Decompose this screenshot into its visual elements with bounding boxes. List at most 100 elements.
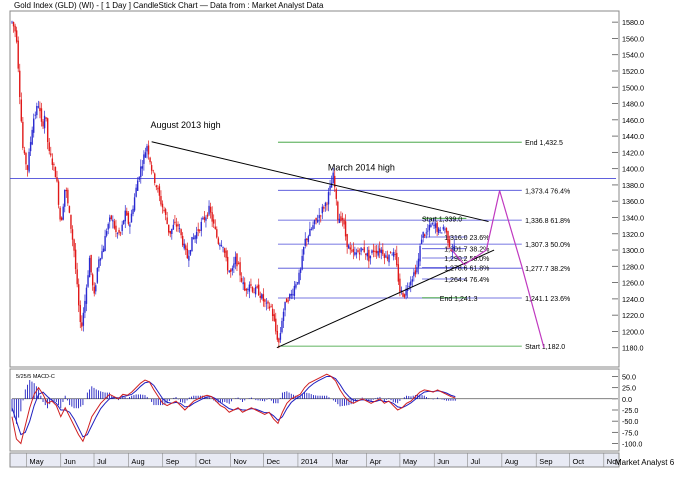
candle-body — [57, 181, 60, 205]
candle-body — [113, 221, 116, 229]
trendlines — [151, 141, 495, 349]
candle-body — [51, 158, 54, 165]
candle-body — [228, 270, 230, 273]
candle-body — [402, 292, 404, 297]
fib-level-label-9: 1,301.7 38.2% — [444, 247, 489, 254]
candle-body — [164, 209, 167, 215]
candle-body — [420, 239, 423, 245]
candle-body — [352, 249, 355, 253]
candle-body — [302, 247, 305, 255]
candle-body — [42, 121, 44, 127]
candle-body — [115, 225, 117, 232]
candle-body — [337, 201, 339, 220]
candle-body — [39, 107, 41, 112]
candle-body — [144, 152, 147, 158]
month-label-17: Nov — [607, 457, 621, 466]
candle-body — [98, 259, 100, 268]
candle-body — [259, 295, 261, 298]
candle-body — [430, 224, 432, 227]
candle-body — [180, 229, 182, 236]
candle-body — [209, 206, 212, 213]
macd-tick-label-2: 0.0 — [622, 395, 632, 404]
candle-body — [129, 224, 131, 227]
month-label-14: Aug — [505, 457, 518, 466]
candle-body — [116, 233, 119, 234]
candle-body — [123, 220, 125, 224]
candle-body — [25, 152, 27, 165]
candle-body — [289, 294, 291, 299]
candle-body — [448, 239, 451, 247]
price-tick-label-10: 1380.0 — [622, 181, 644, 190]
candle-body — [427, 230, 429, 232]
fib-level-label-2: 1,336.8 61.8% — [525, 218, 570, 225]
candle-body — [329, 185, 331, 190]
candle-body — [417, 258, 420, 268]
month-label-1: Jun — [64, 457, 76, 466]
candle-body — [206, 214, 209, 217]
candle-body — [189, 249, 192, 255]
candle-body — [385, 255, 387, 258]
candle-body — [163, 209, 165, 212]
month-label-12: Jun — [437, 457, 449, 466]
time-axis: May Jun Jul Aug Sep Oct Nov Dec 2014 Mar Apr May Jun… — [26, 453, 620, 467]
candle-body — [382, 249, 384, 255]
candle-body — [318, 215, 320, 219]
candle-body — [65, 190, 68, 192]
month-label-0: May — [29, 457, 43, 466]
price-tick-label-17: 1240.0 — [622, 295, 644, 304]
candle-body — [99, 258, 102, 261]
macd-panel-frame — [9, 368, 620, 452]
price-tick-label-15: 1280.0 — [622, 262, 644, 271]
candle-body — [374, 251, 376, 253]
candle-body — [397, 264, 400, 282]
candle-body — [273, 314, 275, 321]
candle-body — [161, 203, 164, 208]
candle-body — [136, 180, 139, 191]
annotation-1: March 2014 high — [328, 162, 395, 172]
price-tick-label-1: 1560.0 — [622, 34, 644, 43]
candle-body — [361, 249, 364, 251]
candle-body — [447, 231, 449, 243]
candle-body — [335, 189, 337, 199]
candle-body — [143, 154, 145, 164]
candle-body — [244, 282, 246, 291]
price-tick-label-12: 1340.0 — [622, 213, 644, 222]
candle-body — [442, 227, 445, 230]
month-label-2: Jul — [97, 457, 107, 466]
candle-body — [194, 235, 196, 240]
month-label-11: May — [403, 457, 417, 466]
price-tick-label-16: 1260.0 — [622, 279, 644, 288]
candle-body — [306, 238, 308, 241]
candle-body — [60, 217, 63, 221]
candle-body — [64, 189, 66, 207]
candle-body — [321, 206, 324, 214]
candle-body — [112, 219, 114, 222]
candle-body — [368, 249, 370, 262]
candle-body — [271, 308, 274, 317]
candle-body — [90, 254, 92, 273]
price-tick-label-14: 1300.0 — [622, 246, 644, 255]
main-panel-frame — [9, 10, 620, 368]
candle-body — [138, 176, 140, 180]
price-tick-label-3: 1520.0 — [622, 67, 644, 76]
candle-body — [140, 166, 142, 178]
fib-level-label-5: 1,241.1 23.6% — [525, 296, 570, 303]
candle-body — [439, 229, 441, 231]
candle-body — [444, 228, 446, 230]
candle-body — [33, 118, 35, 133]
candle-body — [208, 205, 210, 215]
candle-body — [181, 235, 184, 246]
candle-body — [15, 30, 18, 42]
candle-body — [147, 145, 150, 155]
candle-body — [171, 228, 173, 234]
annotations: August 2013 high March 2014 high — [151, 120, 395, 172]
candle-body — [43, 115, 46, 129]
candle-body — [233, 263, 235, 268]
candle-body — [299, 269, 302, 273]
candle-body — [214, 226, 216, 229]
candle-body — [183, 243, 185, 249]
candle-body — [216, 229, 218, 238]
candle-body — [375, 250, 378, 254]
candle-body — [275, 318, 277, 332]
